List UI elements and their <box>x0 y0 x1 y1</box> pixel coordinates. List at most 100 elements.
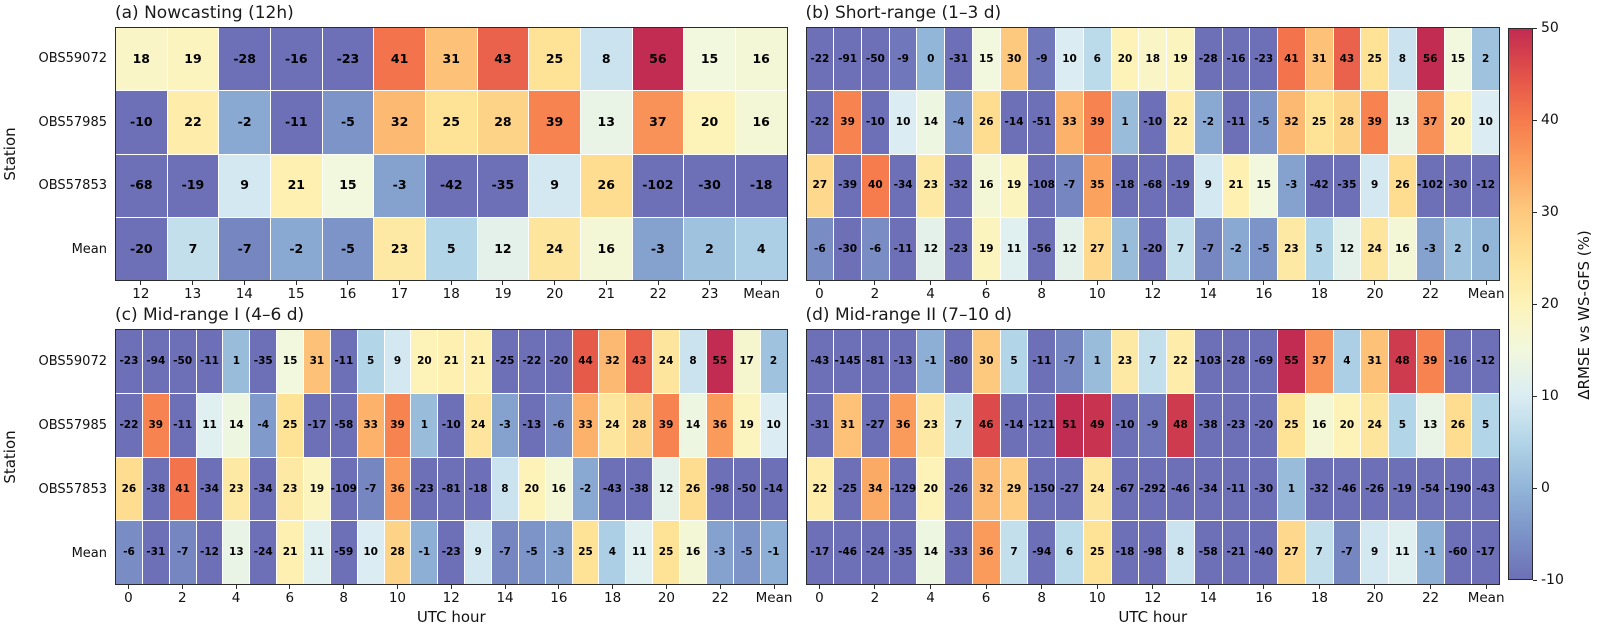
heatmap-cell: -19 <box>1389 457 1416 521</box>
heatmap-cell: -98 <box>1139 521 1167 584</box>
heatmap-cell: 39 <box>529 91 580 154</box>
heatmap-cell: -34 <box>889 154 917 217</box>
heatmap-cell: -23 <box>438 521 465 584</box>
panel-a: (a) Nowcasting (12h) Station OBS59072 OB… <box>0 0 788 302</box>
x-tick-label: 19 <box>477 281 529 302</box>
heatmap-cell: -27 <box>1056 457 1083 521</box>
heatmap-cell: -7 <box>1056 154 1083 217</box>
heatmap-cell: 20 <box>1333 393 1361 457</box>
heatmap-cell: -59 <box>330 521 357 584</box>
heatmap-cell: -12 <box>1472 330 1499 393</box>
station-label: OBS57853 <box>38 178 107 194</box>
heatmap-cell: -5 <box>518 521 545 584</box>
heatmap-cell: -3 <box>632 217 684 280</box>
station-label: OBS57985 <box>38 114 107 130</box>
heatmap-cell: -22 <box>806 28 834 91</box>
heatmap-cell: 15 <box>322 154 374 217</box>
heatmap-cell: -50 <box>733 457 760 521</box>
heatmap-cell: 51 <box>1056 393 1083 457</box>
heatmap-cell: 26 <box>580 154 632 217</box>
heatmap-cell: 9 <box>1194 154 1222 217</box>
heatmap-cell: -38 <box>626 457 653 521</box>
heatmap-cell: -28 <box>1194 28 1222 91</box>
heatmap-cell: -11 <box>330 330 357 393</box>
tick-mark <box>1207 281 1209 285</box>
panel-d-xlabel-row: UTC hour <box>788 606 1501 630</box>
x-tick-label: 12 <box>1139 281 1167 302</box>
heatmap-cell: -22 <box>518 330 545 393</box>
heatmap-cell: -18 <box>465 457 492 521</box>
heatmap-cell: 32 <box>1278 91 1305 154</box>
heatmap-cell: -26 <box>945 457 972 521</box>
heatmap-cell: 23 <box>277 457 304 521</box>
x-tick-label: 21 <box>581 281 633 302</box>
heatmap-cell: 12 <box>1333 217 1361 280</box>
heatmap-cell: -34 <box>1194 457 1222 521</box>
heatmap-cell: 14 <box>680 393 706 457</box>
heatmap-cell: 49 <box>1083 393 1111 457</box>
heatmap-cell: 9 <box>384 330 411 393</box>
heatmap-cell: 15 <box>972 28 1000 91</box>
heatmap-cell: -7 <box>1194 217 1222 280</box>
tick-mark <box>1374 281 1376 285</box>
heatmap-cell: 28 <box>477 91 529 154</box>
tick-mark <box>1041 585 1043 589</box>
panel-a-ylabels: Station OBS59072 OBS57985 OBS57853 Mean <box>0 27 115 281</box>
heatmap-cell: 24 <box>1361 217 1389 280</box>
heatmap-cell: -30 <box>684 154 735 217</box>
heatmap-cell: 10 <box>760 393 787 457</box>
heatmap-cell: -58 <box>330 393 357 457</box>
heatmap-cell: 36 <box>384 457 411 521</box>
x-tick-label: 12 <box>115 281 167 302</box>
heatmap-cell: 16 <box>735 28 787 91</box>
x-tick-label: 22 <box>1417 281 1445 302</box>
x-tick-label: 22 <box>707 585 734 606</box>
heatmap-cell: 15 <box>1444 28 1472 91</box>
heatmap-cell: 7 <box>167 217 219 280</box>
tick-mark <box>985 281 987 285</box>
heatmap-cell: 26 <box>116 457 142 521</box>
x-tick-label: 8 <box>330 585 357 606</box>
heatmap-cell: 25 <box>529 28 580 91</box>
heatmap-cell: -11 <box>196 330 223 393</box>
heatmap-cell: -13 <box>889 330 917 393</box>
x-tick-label: 22 <box>632 281 684 302</box>
x-tick-label: 0 <box>806 585 834 606</box>
heatmap-cell: 20 <box>684 91 735 154</box>
tick-mark <box>347 281 349 285</box>
heatmap-cell: 7 <box>1167 217 1194 280</box>
heatmap-cell: 17 <box>733 330 760 393</box>
tick-mark <box>1263 281 1265 285</box>
heatmap-cell: -121 <box>1028 393 1056 457</box>
heatmap-cell: 39 <box>653 393 680 457</box>
x-tick-label: 2 <box>169 585 196 606</box>
spacer <box>0 281 115 302</box>
heatmap-cell: 16 <box>735 91 787 154</box>
heatmap-cell: 2 <box>1444 217 1472 280</box>
heatmap-cell: -25 <box>834 457 861 521</box>
x-tick-label: 16 <box>545 585 572 606</box>
heatmap-cell: 7 <box>945 393 972 457</box>
x-tick-label: 12 <box>438 585 465 606</box>
panel-c-xlabel-row: UTC hour <box>0 606 788 630</box>
tick-mark <box>192 281 194 285</box>
heatmap-b: -22 -91 -50 -9 0 -31 15 30 -9 10 6 20 18 19 -28 -16 -23 4… <box>805 27 1500 281</box>
x-tick-label: 14 <box>492 585 519 606</box>
tick-mark <box>1485 281 1487 285</box>
tick-mark <box>657 281 659 285</box>
heatmap-cell: 28 <box>1333 91 1361 154</box>
x-axis-label: UTC hour <box>416 608 486 626</box>
x-tick-label: 10 <box>1083 281 1111 302</box>
heatmap-cell: -10 <box>1111 393 1139 457</box>
heatmap-cell: 4 <box>1333 330 1361 393</box>
heatmap-cell: -190 <box>1444 457 1472 521</box>
heatmap-cell: -5 <box>1250 91 1278 154</box>
heatmap-cell: -21 <box>1222 521 1250 584</box>
x-tick-label: 18 <box>1306 281 1334 302</box>
x-tick-label: 4 <box>223 585 250 606</box>
heatmap-cell: -7 <box>357 457 384 521</box>
heatmap-cell: 24 <box>599 393 626 457</box>
heatmap-cell: -6 <box>806 217 834 280</box>
heatmap-cell: 24 <box>529 217 580 280</box>
panel-b: (b) Short-range (1–3 d) -22 -91 -50 -9 0 -31 1… <box>788 0 1505 302</box>
